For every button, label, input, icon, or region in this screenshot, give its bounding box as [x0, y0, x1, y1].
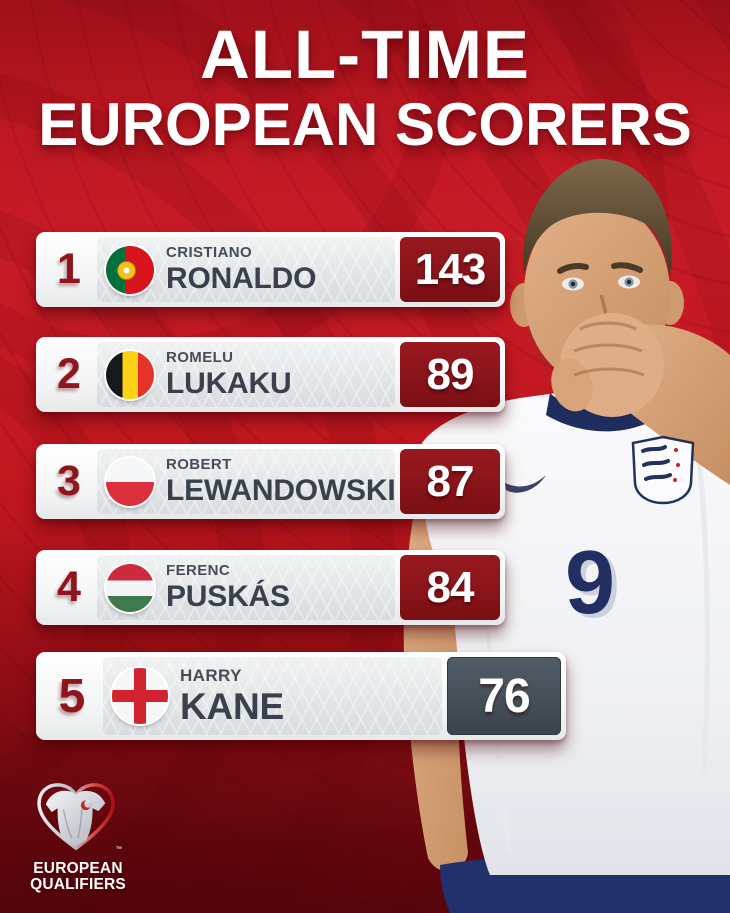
player-first-name: FERENC	[166, 562, 231, 579]
portugal-flag-icon	[106, 245, 154, 294]
crest-rose	[674, 448, 678, 452]
goals-count: 87	[400, 449, 500, 514]
leaderboard-row-5: 5 HARRY KANE 76	[36, 652, 566, 740]
player-last-name: RONALDO	[166, 262, 317, 295]
player-panel: FERENC PUSKÁS	[97, 555, 395, 620]
player-first-name: ROBERT	[166, 456, 232, 473]
title-line-1: ALL-TIME	[200, 16, 530, 93]
goals-count: 143	[400, 237, 500, 302]
player-last-name: PUSKÁS	[166, 580, 290, 613]
player-first-name: ROMELU	[166, 349, 234, 366]
england-flag-icon	[112, 668, 168, 724]
player-last-name: LEWANDOWSKI	[166, 474, 395, 507]
rank-number: 5	[58, 669, 86, 723]
player-panel: ROBERT LEWANDOWSKI	[97, 449, 395, 514]
trademark-symbol: ™	[115, 846, 122, 853]
pupil	[570, 281, 576, 287]
heart-jersey-icon: ™	[37, 783, 122, 853]
european-qualifiers-logo: ™ EUROPEAN QUALIFIERS	[26, 780, 130, 894]
logo-wordmark: EUROPEAN QUALIFIERS	[26, 860, 130, 894]
player-name: CRISTIANO RONALDO	[166, 245, 316, 294]
player-first-name: HARRY	[180, 666, 242, 685]
goals-count: 84	[400, 555, 500, 620]
player-first-name: CRISTIANO	[166, 244, 253, 261]
player-panel: ROMELU LUKAKU	[97, 342, 395, 407]
crest-rose	[676, 463, 680, 467]
player-last-name: LUKAKU	[166, 367, 292, 400]
player-name: FERENC PUSKÁS	[166, 563, 290, 612]
rank-number: 3	[57, 457, 81, 505]
rank-number: 1	[57, 245, 81, 293]
goals-count: 89	[400, 342, 500, 407]
leaderboard-row-3: 3 ROBERT LEWANDOWSKI 87	[36, 444, 505, 519]
rank-number: 2	[57, 350, 81, 398]
leaderboard-row-1: 1 CRISTIANO RONALDO 143	[36, 232, 505, 307]
shirt-number: 9	[565, 533, 615, 633]
player-panel: HARRY KANE	[103, 657, 442, 735]
logo-line-1: EUROPEAN	[33, 860, 123, 877]
leaderboard-row-2: 2 ROMELU LUKAKU 89	[36, 337, 505, 412]
belgium-flag-icon	[106, 350, 154, 399]
player-name: ROBERT LEWANDOWSKI	[166, 456, 395, 507]
leaderboard-row-4: 4 FERENC PUSKÁS 84	[36, 550, 505, 625]
page-title: ALL-TIME EUROPEAN SCORERS	[0, 16, 730, 159]
title-line-2: EUROPEAN SCORERS	[38, 91, 692, 159]
player-panel: CRISTIANO RONALDO	[97, 237, 395, 302]
poland-flag-icon	[106, 457, 154, 506]
player-name: ROMELU LUKAKU	[166, 349, 292, 400]
goals-count: 76	[447, 657, 561, 735]
hungary-flag-icon	[106, 563, 154, 612]
pupil	[626, 279, 632, 285]
crest-rose	[673, 478, 677, 482]
player-last-name: KANE	[180, 686, 285, 727]
player-name: HARRY KANE	[180, 667, 284, 725]
logo-line-2: QUALIFIERS	[30, 876, 126, 894]
rank-number: 4	[57, 563, 81, 611]
